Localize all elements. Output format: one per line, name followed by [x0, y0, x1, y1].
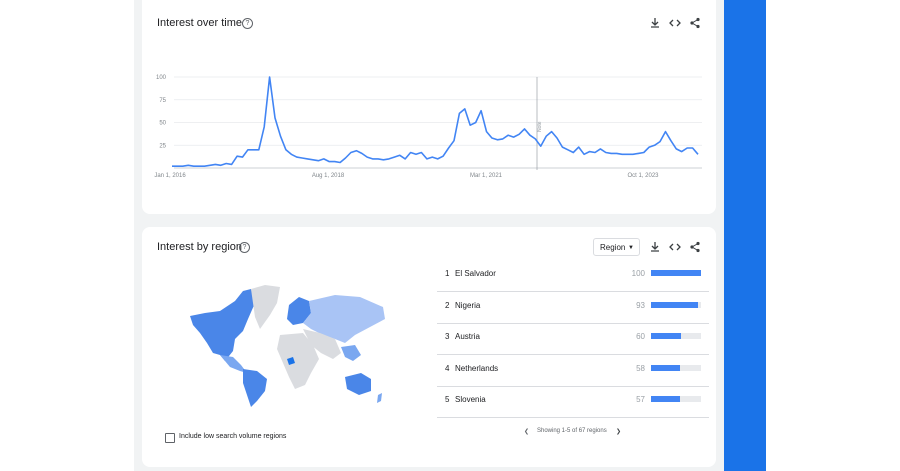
region-name: El Salvador: [455, 269, 496, 278]
region-dropdown-value: Region: [600, 243, 626, 252]
map-region-central-america[interactable]: [220, 355, 247, 373]
x-tick-label: Oct 1, 2023: [627, 173, 659, 179]
download-icon[interactable]: [649, 241, 661, 253]
map-region-greenland: [251, 285, 280, 329]
region-row[interactable]: 2 Nigeria 93: [437, 292, 709, 324]
interest-over-time-title: Interest over time: [157, 17, 242, 29]
region-dropdown[interactable]: Region ▼: [593, 238, 640, 256]
region-rank: 4: [445, 363, 450, 373]
y-tick-label: 100: [156, 75, 167, 81]
region-name: Austria: [455, 332, 480, 341]
map-region-south-america[interactable]: [243, 369, 267, 407]
y-tick-label: 50: [159, 121, 166, 127]
interest-by-region-card: [142, 227, 716, 467]
region-bar-track: [651, 301, 701, 308]
map-region-europe[interactable]: [287, 297, 311, 325]
region-row[interactable]: 1 El Salvador 100: [437, 260, 709, 292]
region-bar-track: [651, 396, 701, 402]
x-tick-label: Mar 1, 2021: [470, 173, 503, 179]
caret-down-icon: ▼: [628, 245, 634, 251]
region-bar-fill: [651, 270, 701, 276]
map-region-asia[interactable]: [303, 295, 385, 343]
pagination-text: Showing 1-5 of 67 regions: [537, 428, 607, 434]
region-bar-fill: [651, 364, 680, 371]
x-tick-label: Jan 1, 2016: [154, 173, 186, 179]
map-region-nigeria[interactable]: [287, 357, 295, 365]
interest-over-time-chart: 100 75 50 25 Jan 1, 2016 Aug 1, 2018 Mar 1, 2…: [154, 75, 702, 179]
region-row[interactable]: 5 Slovenia 57: [437, 386, 709, 418]
note-label: Note: [537, 121, 543, 132]
region-value: 60: [636, 332, 645, 341]
map-region-new-zealand[interactable]: [377, 393, 382, 403]
share-icon[interactable]: [689, 17, 701, 29]
help-icon[interactable]: ?: [242, 18, 253, 29]
download-icon[interactable]: [649, 17, 661, 29]
map-region-north-america[interactable]: [190, 289, 255, 361]
region-bar-fill: [651, 301, 698, 308]
y-tick-label: 25: [159, 143, 166, 149]
embed-icon[interactable]: [669, 241, 681, 253]
map-region-africa[interactable]: [277, 333, 319, 389]
region-rank: 5: [445, 395, 450, 404]
map-region-middle-east[interactable]: [303, 329, 341, 359]
help-icon[interactable]: ?: [239, 242, 250, 253]
region-rank: 2: [445, 300, 450, 310]
embed-icon[interactable]: [669, 17, 681, 29]
region-bar-track: [651, 364, 701, 371]
interest-by-region-title: Interest by region: [157, 241, 242, 253]
region-bar-track: [651, 270, 701, 276]
region-rank: 3: [445, 332, 450, 341]
region-name: Slovenia: [455, 395, 486, 404]
low-volume-checkbox[interactable]: [165, 433, 175, 443]
region-rank: 1: [445, 269, 450, 278]
world-map[interactable]: [185, 283, 390, 408]
chevron-left-icon[interactable]: ❮: [524, 429, 530, 435]
region-value: 93: [636, 300, 645, 310]
interest-over-time-card: [142, 0, 716, 214]
map-region-australia[interactable]: [345, 373, 371, 395]
y-tick-label: 75: [159, 98, 166, 104]
region-value: 58: [636, 363, 645, 373]
region-bar-fill: [651, 396, 680, 402]
chevron-right-icon[interactable]: ❯: [616, 429, 622, 435]
series-line: [172, 76, 699, 167]
right-side-panel: [724, 0, 766, 471]
region-row[interactable]: 4 Netherlands 58: [437, 355, 709, 387]
share-icon[interactable]: [689, 241, 701, 253]
region-value: 100: [631, 269, 645, 278]
map-region-southeast-asia[interactable]: [341, 345, 361, 361]
region-name: Netherlands: [455, 363, 499, 373]
region-row[interactable]: 3 Austria 60: [437, 323, 709, 355]
region-value: 57: [636, 395, 645, 404]
region-bar-fill: [651, 333, 681, 339]
x-tick-label: Aug 1, 2018: [312, 173, 345, 179]
region-name: Nigeria: [455, 300, 481, 310]
region-bar-track: [651, 333, 701, 339]
low-volume-checkbox-label: Include low search volume regions: [179, 433, 287, 440]
